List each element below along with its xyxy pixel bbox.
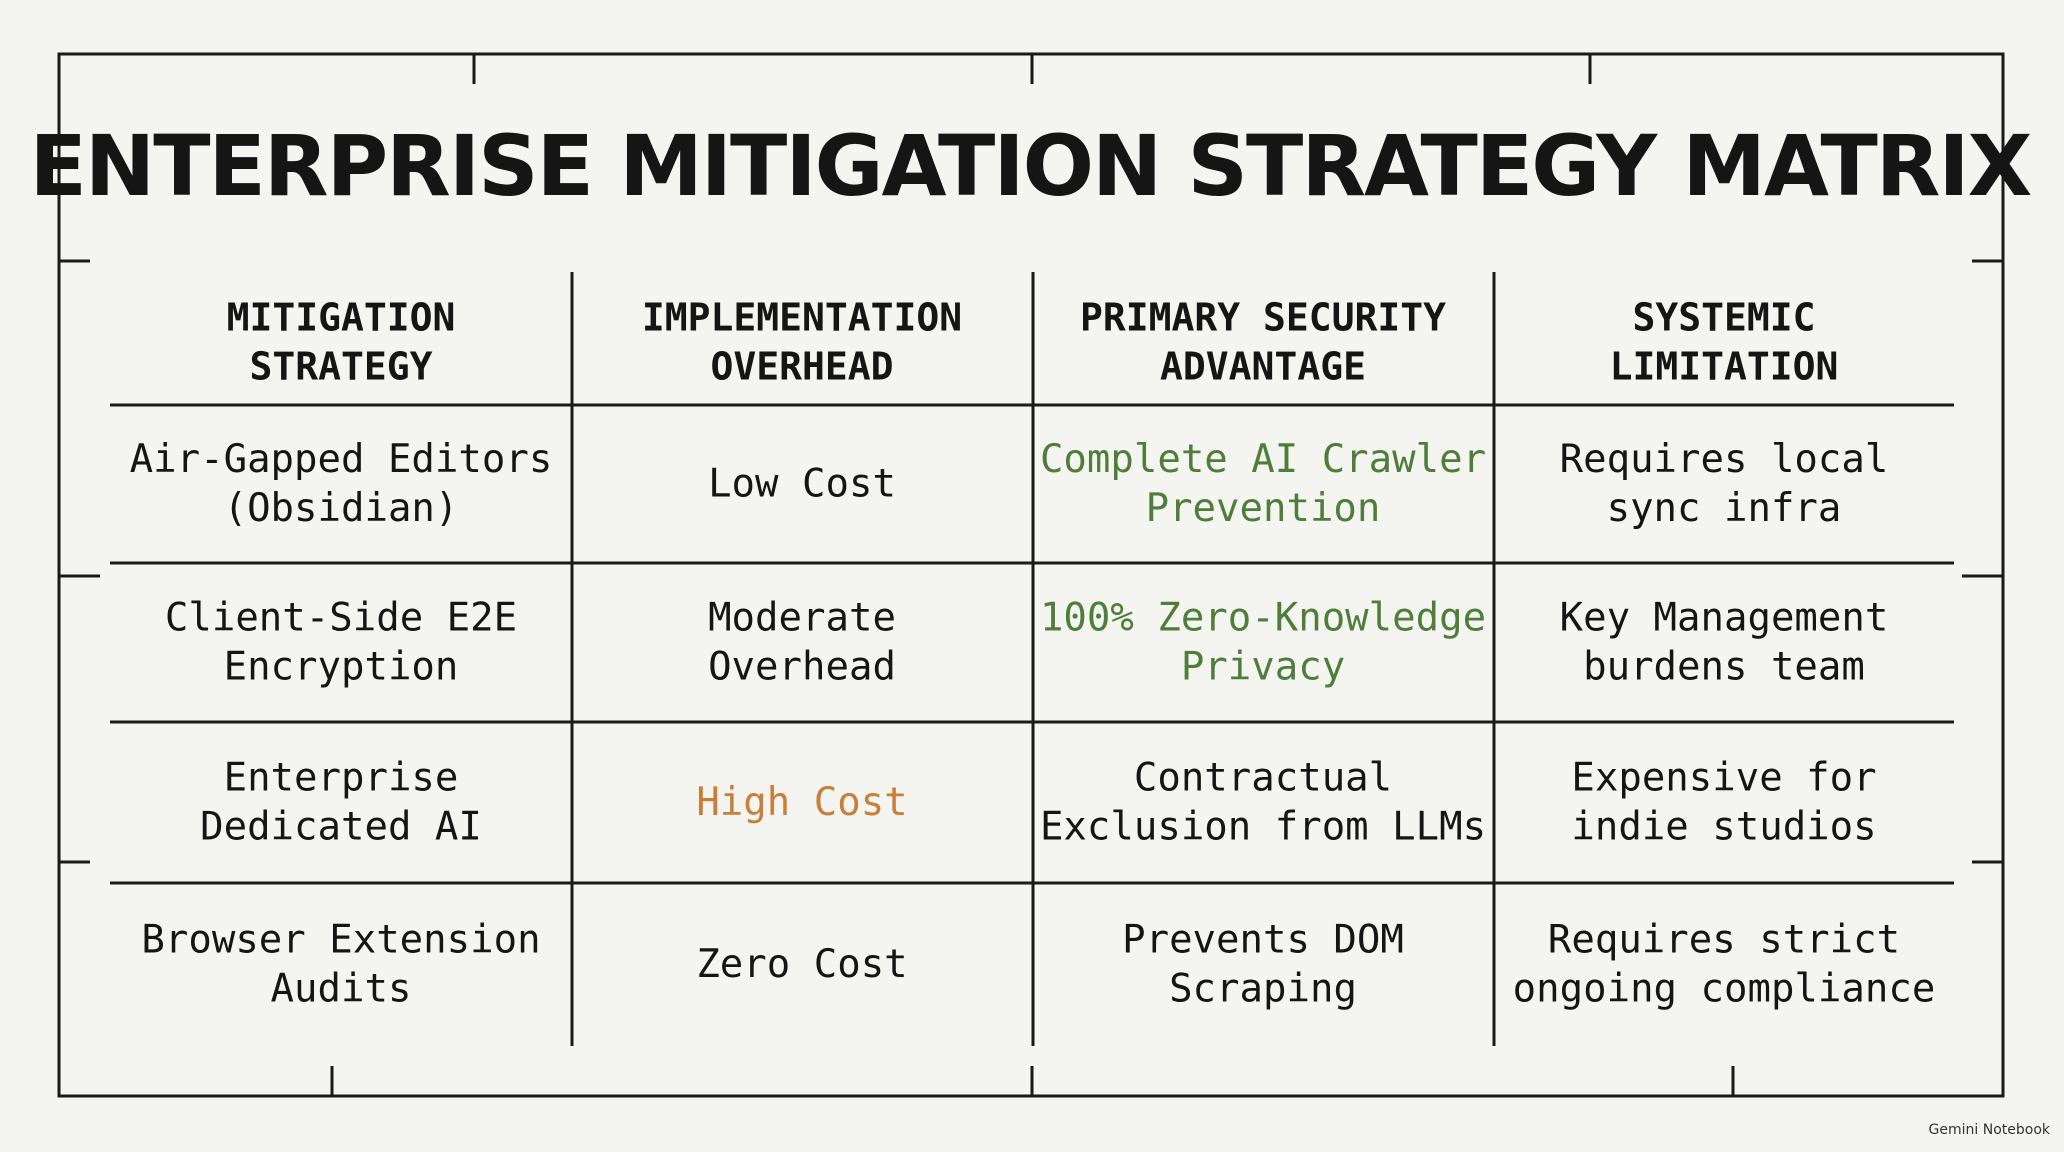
column-header: ADVANTAGE: [1160, 345, 1366, 389]
table-cell: Browser Extension: [141, 918, 540, 963]
table-cell: Client-Side E2E: [165, 596, 517, 641]
table-cell: Audits: [271, 967, 412, 1012]
table-cell: (Obsidian): [224, 486, 459, 531]
column-header: LIMITATION: [1610, 345, 1839, 389]
frame: [57, 52, 2005, 1098]
table-cell: Moderate: [708, 596, 896, 641]
table-cell: Prevents DOM: [1122, 918, 1404, 963]
table-cell: Privacy: [1181, 645, 1345, 690]
table-cell: Expensive for: [1571, 756, 1876, 801]
column-header: SYSTEMIC: [1632, 296, 1815, 340]
table-cell: Low Cost: [708, 462, 896, 507]
table-cell: Complete AI Crawler: [1040, 437, 1486, 482]
table-cell: Encryption: [224, 645, 459, 690]
table-cell: Overhead: [708, 645, 896, 690]
table-cell: Zero Cost: [696, 942, 907, 987]
table-cell: Key Management: [1560, 596, 1889, 641]
table-cell: sync infra: [1607, 486, 1842, 531]
table-cell: Exclusion from LLMs: [1040, 805, 1486, 850]
column-header: STRATEGY: [249, 345, 432, 389]
watermark: Gemini Notebook: [1929, 1122, 2051, 1138]
table-cell: Contractual: [1134, 756, 1392, 801]
table-cell: Enterprise: [224, 756, 459, 801]
title: ENTERPRISE MITIGATION STRATEGY MATRIX: [30, 117, 2032, 215]
table-cell: indie studios: [1571, 805, 1876, 850]
column-header: MITIGATION: [227, 296, 456, 340]
column-header: PRIMARY SECURITY: [1080, 296, 1446, 340]
table-cell: Requires strict: [1548, 918, 1900, 963]
table-cell: Scraping: [1169, 967, 1357, 1012]
table-cell: Prevention: [1146, 486, 1381, 531]
column-header: OVERHEAD: [710, 345, 893, 389]
column-header: IMPLEMENTATION: [642, 296, 962, 340]
table-cell: Dedicated AI: [200, 805, 482, 850]
table-cell: ongoing compliance: [1513, 967, 1936, 1012]
table-cell: High Cost: [696, 780, 907, 825]
table-cell: 100% Zero-Knowledge: [1040, 596, 1486, 641]
table-cell: burdens team: [1583, 645, 1865, 690]
table-cell: Air-Gapped Editors: [130, 437, 553, 482]
table-cell: Requires local: [1560, 437, 1889, 482]
